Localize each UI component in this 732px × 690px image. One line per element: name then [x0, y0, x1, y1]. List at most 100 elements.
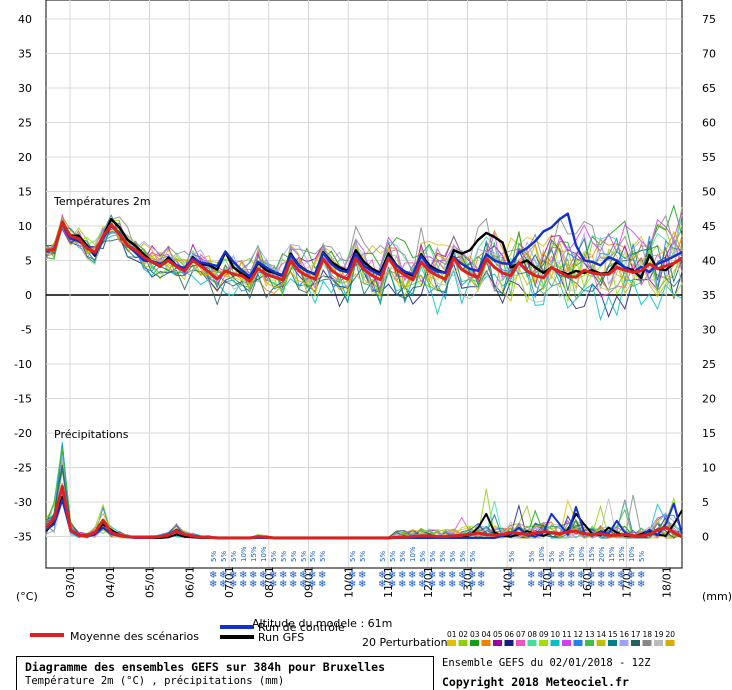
right-tick-label: 45 — [702, 220, 716, 233]
snowflake-icon: ❄ — [388, 570, 396, 581]
snowflake-icon: ❄ — [477, 570, 485, 581]
snowflake-icon: ❄ — [468, 570, 476, 581]
snowflake-icon: ❄ — [209, 579, 217, 590]
date-label: 17/01 — [621, 566, 634, 598]
legend-perturbation-id: 07 — [516, 630, 526, 639]
legend-perturbation-id: 05 — [493, 630, 503, 639]
snowflake-icon: ❄ — [249, 579, 257, 590]
date-label: 14/01 — [501, 566, 514, 598]
legend-perturbation-id: 14 — [597, 630, 607, 639]
snowflake-icon: ❄ — [219, 570, 227, 581]
legend-perturbation-id: 17 — [631, 630, 641, 639]
left-tick-label: -10 — [14, 358, 32, 371]
footer-title: Diagramme des ensembles GEFS sur 384h po… — [25, 660, 386, 674]
snowflake-icon: ❄ — [358, 570, 366, 581]
right-tick-label: 25 — [702, 358, 716, 371]
right-tick-label: 30 — [702, 324, 716, 337]
left-tick-label: 15 — [18, 186, 32, 199]
legend-perturbation-id: 02 — [459, 630, 469, 639]
legend-perturbation-swatch — [665, 640, 675, 646]
legend-perturbation-swatch — [596, 640, 606, 646]
snowflake-icon: ❄ — [209, 570, 217, 581]
legend-perturbation-id: 18 — [643, 630, 653, 639]
snow-percent: 15% — [608, 546, 616, 562]
legend-perturbation-swatch — [608, 640, 617, 646]
footer-title-box: Diagramme des ensembles GEFS sur 384h po… — [16, 656, 434, 690]
snow-percent: 5% — [230, 551, 238, 562]
snowflake-icon: ❄ — [617, 579, 625, 590]
snowflake-icon: ❄ — [259, 579, 267, 590]
snow-percent: 5% — [300, 551, 308, 562]
snow-percent: 5% — [419, 551, 427, 562]
legend-perturbation-swatch — [539, 640, 548, 646]
snowflake-icon: ❄ — [597, 579, 605, 590]
right-tick-label: 75 — [702, 13, 716, 26]
precip-panel-label: Précipitations — [54, 428, 129, 441]
snowflake-icon: ❄ — [458, 579, 466, 590]
left-tick-label: 35 — [18, 48, 32, 61]
snowflake-icon: ❄ — [418, 570, 426, 581]
legend-perturbation-swatch — [447, 640, 456, 646]
left-tick-label: -15 — [14, 393, 32, 406]
legend: Moyenne des scénarios Run de contrôleRun … — [30, 621, 675, 649]
date-label: 13/01 — [462, 566, 475, 598]
snowflake-icon: ❄ — [289, 570, 297, 581]
date-label: 15/01 — [541, 566, 554, 598]
temperature-perturbation-line — [45, 211, 683, 290]
legend-perturbation-swatch — [481, 640, 491, 646]
snowflake-icon: ❄ — [378, 579, 386, 590]
snowflake-icon: ❄ — [637, 579, 645, 590]
snowflake-icon: ❄ — [477, 579, 485, 590]
snowflake-icon: ❄ — [507, 579, 515, 590]
date-label: 11/01 — [382, 566, 395, 598]
precip-mean-line — [44, 484, 683, 540]
legend-perturbations-label: 20 Perturbations — [362, 636, 454, 649]
snow-percent: 5% — [439, 551, 447, 562]
snowflake-icon: ❄ — [229, 570, 237, 581]
footer-copyright: Copyright 2018 Meteociel.fr — [442, 675, 629, 689]
snowflake-icon: ❄ — [229, 579, 237, 590]
snowflake-icon: ❄ — [438, 570, 446, 581]
legend-perturbation-id: 19 — [654, 630, 664, 639]
snowflake-icon: ❄ — [557, 570, 565, 581]
snowflake-icon: ❄ — [348, 570, 356, 581]
legend-perturbation-swatch — [550, 640, 560, 646]
snowflake-icon: ❄ — [547, 570, 555, 581]
legend-perturbation-swatch — [470, 640, 479, 646]
right-tick-label: 40 — [702, 255, 716, 268]
left-tick-label: 20 — [18, 151, 32, 164]
right-tick-label: 50 — [702, 186, 716, 199]
snowflake-icon: ❄ — [318, 570, 326, 581]
right-tick-label: 10 — [702, 462, 716, 475]
footer-subtitle: Température 2m (°C) , précipitations (mm… — [25, 675, 285, 687]
legend-perturbation-id: 09 — [539, 630, 549, 639]
snow-percent: 5% — [389, 551, 397, 562]
legend-gfs-label: Run GFS — [258, 631, 304, 644]
right-tick-label: 60 — [702, 117, 716, 130]
snow-percent: 15% — [250, 546, 258, 562]
snowflake-icon: ❄ — [577, 570, 585, 581]
snowflake-icon: ❄ — [299, 579, 307, 590]
snowflake-icon: ❄ — [507, 570, 515, 581]
snowflake-icon: ❄ — [468, 579, 476, 590]
temperature-perturbation-line — [45, 216, 683, 298]
altitude-text: Altitude du modele : 61m — [252, 617, 392, 630]
snow-percent: 15% — [588, 546, 596, 562]
snowflake-icon: ❄ — [557, 579, 565, 590]
snow-percent: 20% — [598, 546, 606, 562]
temperature-panel-label: Températures 2m — [53, 195, 151, 208]
snow-percent: 10% — [260, 546, 268, 562]
snowflake-icon: ❄ — [428, 570, 436, 581]
date-label: 08/01 — [263, 566, 276, 598]
snowflake-icon: ❄ — [269, 570, 277, 581]
snowflake-icon: ❄ — [308, 579, 316, 590]
snowflake-icon: ❄ — [458, 570, 466, 581]
snow-percent: 5% — [319, 551, 327, 562]
snowflake-icon: ❄ — [527, 579, 535, 590]
legend-perturbation-id: 08 — [528, 630, 538, 639]
date-label: 03/01 — [64, 566, 77, 598]
legend-perturbation-id: 01 — [447, 630, 457, 639]
snowflake-icon: ❄ — [249, 570, 257, 581]
